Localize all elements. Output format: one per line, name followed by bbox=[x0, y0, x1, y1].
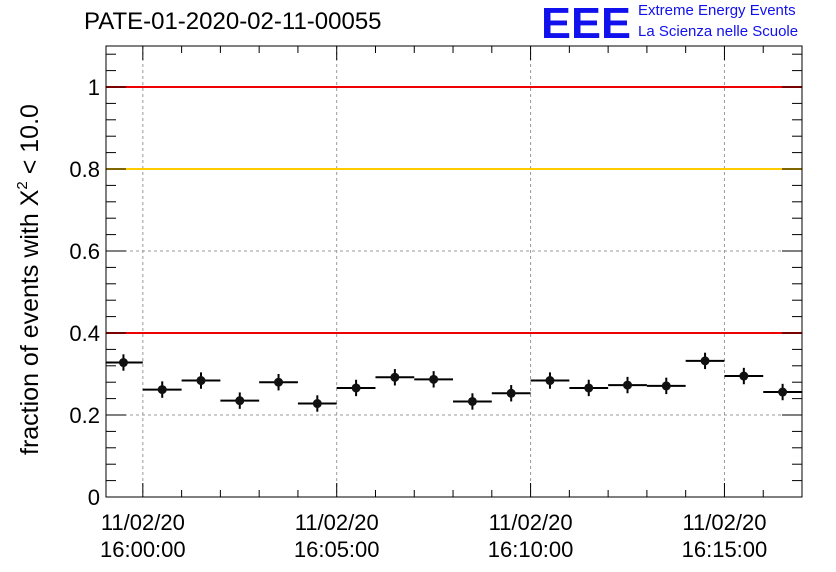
data-point bbox=[106, 354, 143, 371]
logo-text-line1: Extreme Energy Events bbox=[638, 2, 796, 19]
data-point bbox=[453, 393, 492, 410]
point-marker bbox=[700, 356, 710, 366]
point-marker bbox=[235, 396, 245, 406]
x-tick-time: 16:05:00 bbox=[294, 537, 380, 562]
point-marker bbox=[506, 388, 516, 398]
y-axis-label: fraction of events with Χ2 < 10.0 bbox=[14, 104, 44, 455]
data-point bbox=[181, 372, 221, 389]
point-marker bbox=[467, 396, 477, 406]
data-point bbox=[220, 392, 260, 409]
plot-frame bbox=[105, 45, 803, 498]
y-tick-label: 0.2 bbox=[69, 403, 100, 428]
point-marker bbox=[584, 383, 594, 393]
y-tick-label: 0 bbox=[88, 485, 100, 510]
x-tick-time: 16:10:00 bbox=[488, 537, 574, 562]
y-tick-label: 1 bbox=[88, 75, 100, 100]
y-axis-label-chi: Χ bbox=[16, 189, 44, 206]
x-tick-time: 16:15:00 bbox=[682, 537, 768, 562]
data-point bbox=[569, 379, 609, 397]
y-tick-label: 0.6 bbox=[69, 239, 100, 264]
point-marker bbox=[312, 399, 322, 409]
point-marker bbox=[274, 377, 284, 387]
logo-text-line2: La Scienza nelle Scuole bbox=[638, 23, 799, 40]
x-tick-date: 11/02/20 bbox=[295, 510, 379, 535]
y-tick-label: 0.8 bbox=[69, 157, 100, 182]
data-points bbox=[106, 352, 802, 412]
y-axis-label-sup: 2 bbox=[14, 181, 31, 189]
data-point bbox=[724, 367, 764, 385]
axis-ticks bbox=[106, 46, 803, 498]
data-point bbox=[142, 381, 182, 398]
point-marker bbox=[351, 383, 361, 393]
grid bbox=[106, 46, 802, 497]
y-tick-label: 0.4 bbox=[69, 321, 100, 346]
point-marker bbox=[778, 387, 788, 397]
x-tick-date: 11/02/20 bbox=[489, 510, 573, 535]
x-tick-date: 11/02/20 bbox=[101, 510, 185, 535]
eee-logo-mark: EEE bbox=[541, 2, 631, 42]
chart-title: PATE-01-2020-02-11-00055 bbox=[84, 8, 382, 35]
y-axis-label-suffix: < 10.0 bbox=[16, 104, 44, 181]
x-tick-date: 11/02/20 bbox=[682, 510, 766, 535]
point-marker bbox=[157, 385, 167, 395]
point-marker bbox=[623, 380, 633, 390]
point-marker bbox=[118, 358, 128, 368]
data-point bbox=[259, 374, 298, 391]
data-point bbox=[530, 372, 570, 389]
tick-labels: 00.20.40.60.8111/02/2016:00:0011/02/2016… bbox=[69, 75, 767, 562]
data-point bbox=[685, 352, 725, 370]
data-point bbox=[646, 377, 686, 395]
data-point bbox=[414, 371, 454, 388]
x-tick-time: 16:00:00 bbox=[100, 537, 186, 562]
point-marker bbox=[390, 372, 400, 382]
point-marker bbox=[545, 376, 555, 386]
point-marker bbox=[739, 371, 749, 381]
point-marker bbox=[429, 374, 439, 384]
eee-logo: EEE bbox=[541, 2, 631, 42]
data-point bbox=[608, 376, 647, 394]
data-point bbox=[375, 369, 415, 386]
data-point bbox=[491, 385, 531, 402]
reference-lines bbox=[106, 86, 802, 334]
data-point bbox=[336, 379, 376, 397]
data-point bbox=[763, 383, 802, 401]
y-axis-label-prefix: fraction of events with bbox=[16, 206, 44, 455]
point-marker bbox=[661, 381, 671, 391]
data-point bbox=[297, 395, 337, 412]
point-marker bbox=[196, 376, 206, 386]
